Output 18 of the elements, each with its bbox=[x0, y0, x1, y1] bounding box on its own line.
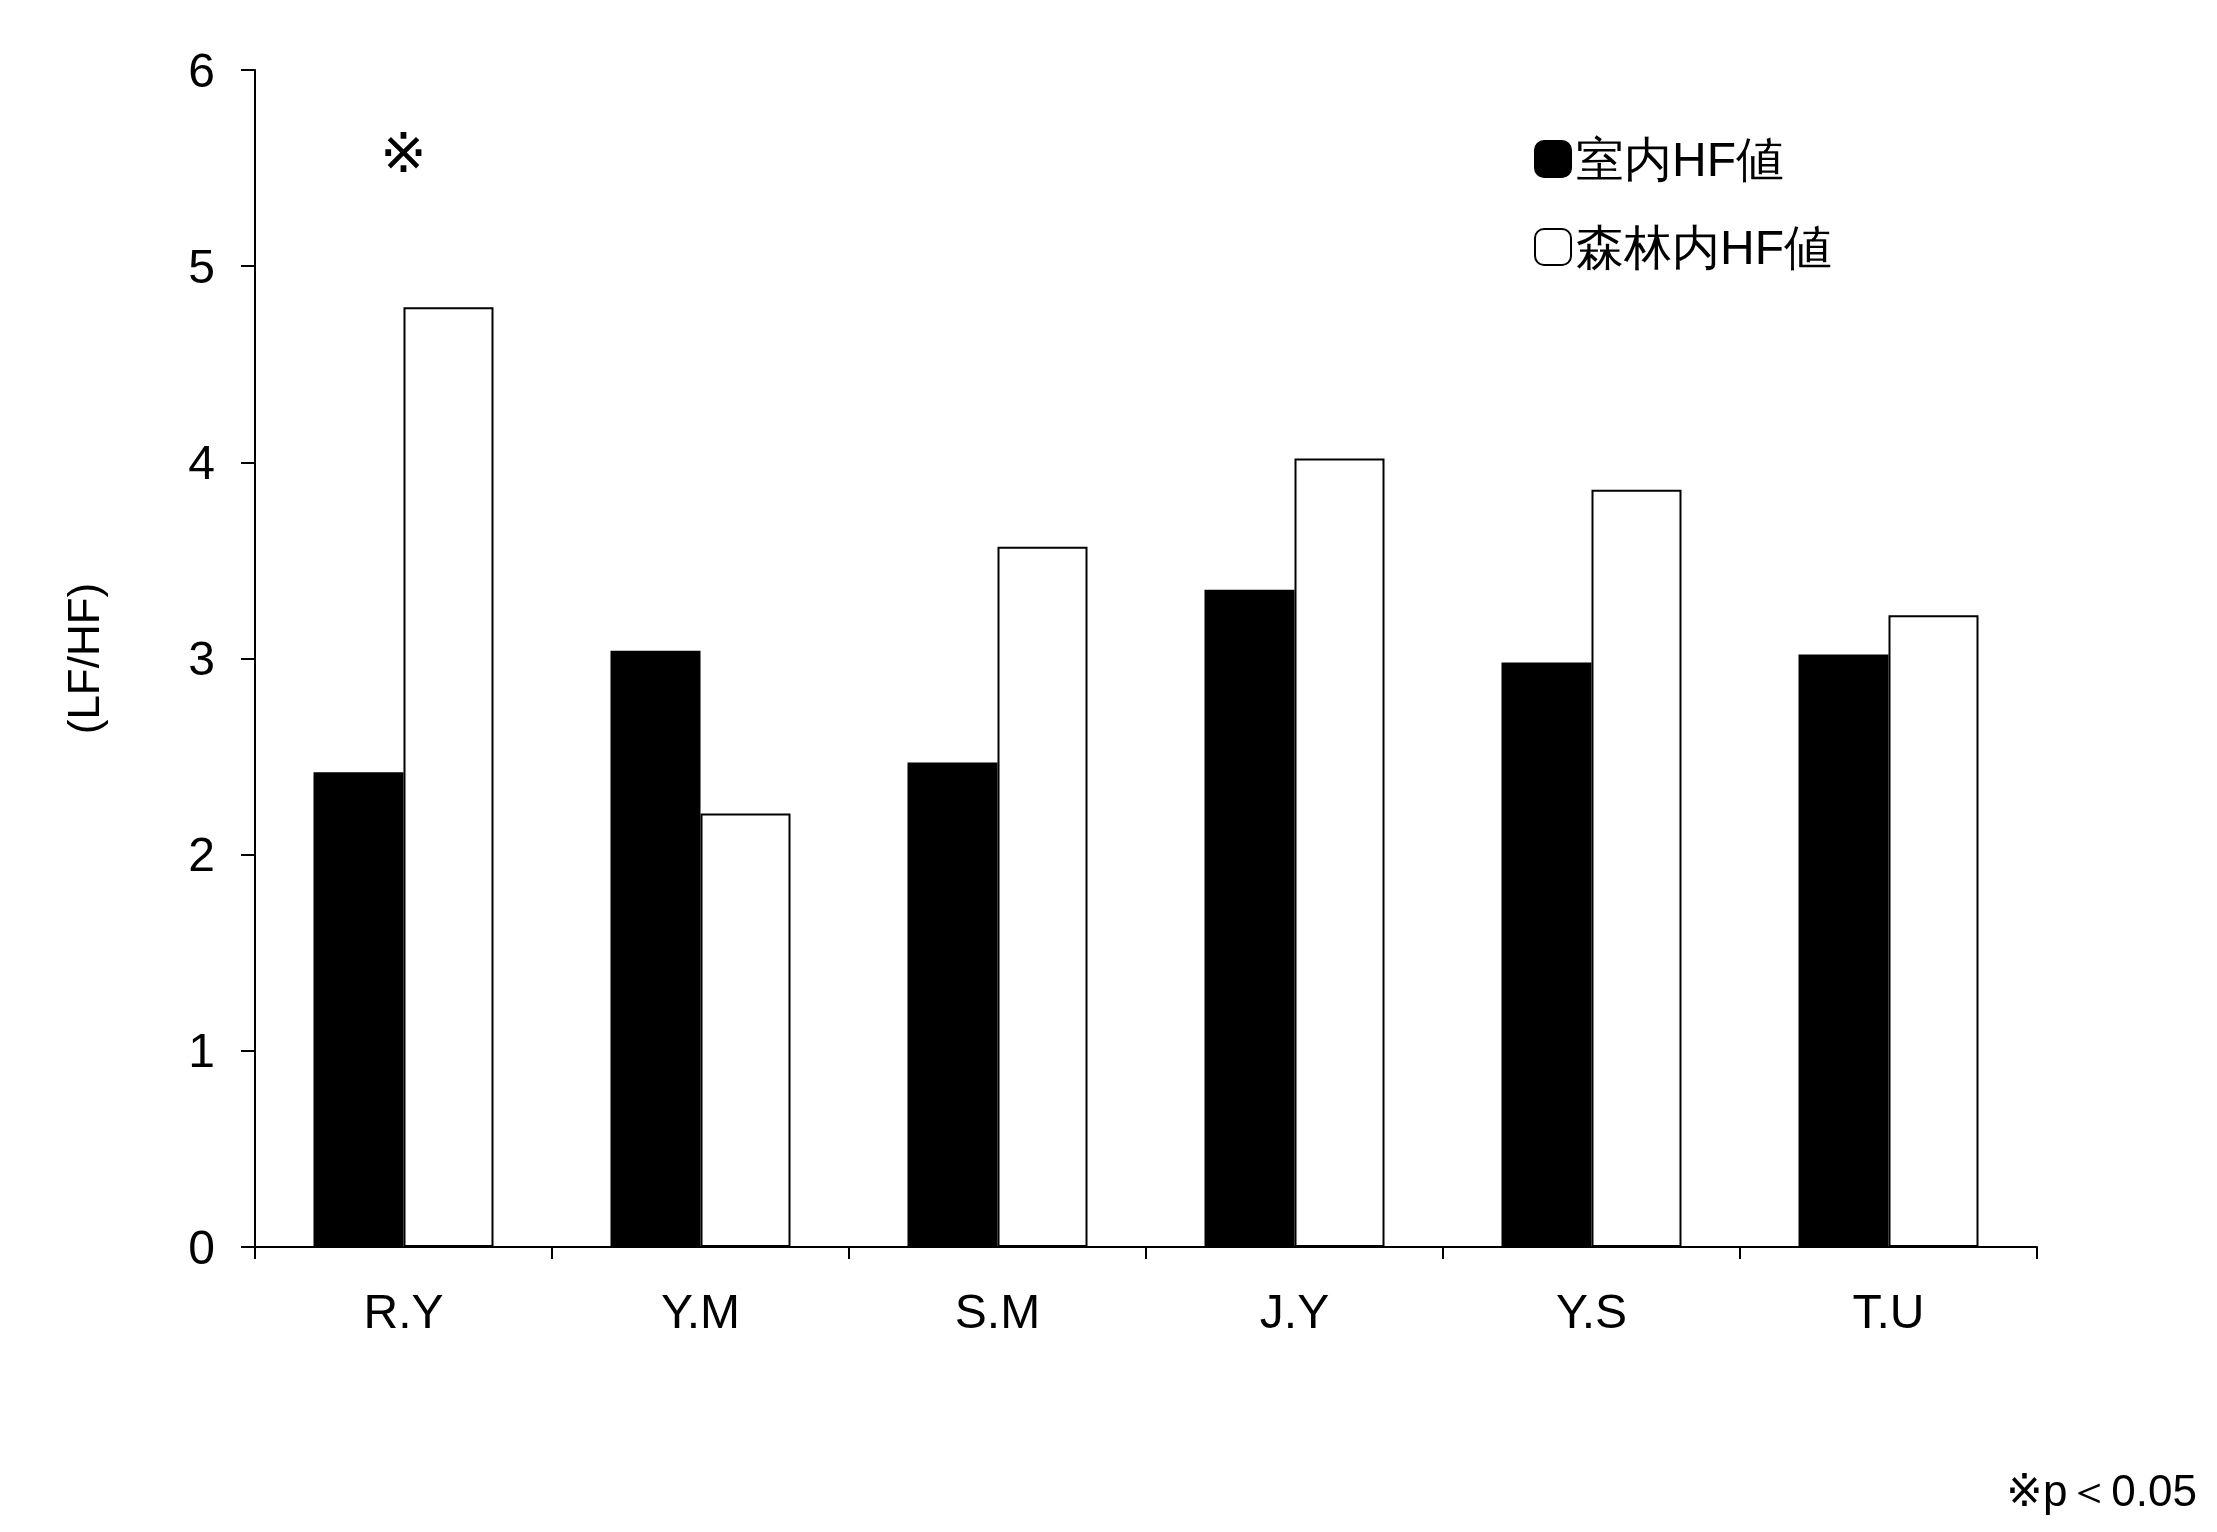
annotation: ※ bbox=[380, 120, 427, 184]
x-tick-label: Y.M bbox=[660, 1284, 741, 1338]
x-tick-label: J.Y bbox=[1259, 1284, 1330, 1338]
y-tick-label: 5 bbox=[188, 239, 215, 293]
x-tick-label: T.U bbox=[1852, 1284, 1925, 1338]
y-tick-label: 6 bbox=[188, 43, 215, 97]
x-tick-label: R.Y bbox=[363, 1284, 444, 1338]
x-tick-label: S.M bbox=[954, 1284, 1041, 1338]
y-axis-title: (LF/HF) bbox=[58, 582, 108, 735]
y-tick-label: 2 bbox=[188, 828, 215, 882]
legend-label: 森林内HF値 bbox=[1576, 220, 1832, 274]
y-tick-label: 3 bbox=[188, 632, 215, 685]
y-tick-label: 4 bbox=[188, 435, 215, 489]
text: ※p＜0.05 bbox=[2006, 1465, 2198, 1515]
y-tick-label: 1 bbox=[188, 1024, 215, 1078]
x-tick-label: Y.S bbox=[1555, 1284, 1628, 1338]
legend-label: 室内HF値 bbox=[1576, 132, 1784, 186]
y-tick-label: 0 bbox=[188, 1220, 215, 1274]
